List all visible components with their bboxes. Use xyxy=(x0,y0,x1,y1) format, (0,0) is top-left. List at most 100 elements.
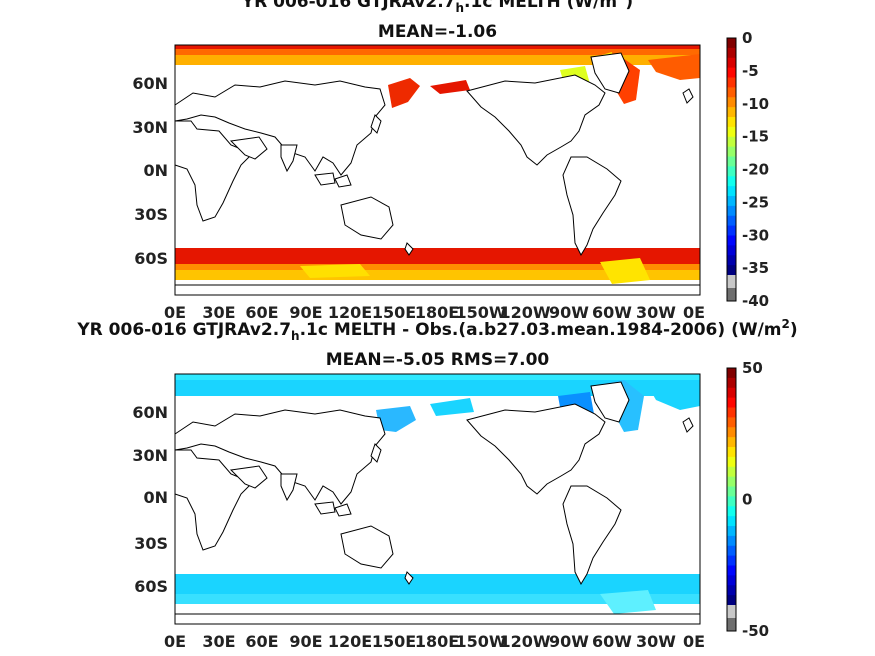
bottom-xtick-11: 30W xyxy=(636,632,676,651)
top-ytick-30n: 30N xyxy=(132,118,168,137)
top-colorbar-segment xyxy=(727,235,736,246)
top-xtick-10: 60W xyxy=(592,303,632,322)
top-title-superscript: 2 xyxy=(617,0,625,3)
top-colorbar-segment xyxy=(727,205,736,217)
top-xtick-0: 0E xyxy=(164,303,186,322)
bottom-chart-subtitle: MEAN=-5.05 RMS=7.00 xyxy=(325,350,550,370)
bottom-colorbar-segment xyxy=(727,545,736,557)
bottom-map-frame xyxy=(174,373,701,625)
top-colorbar-tick: -40 xyxy=(742,292,769,310)
top-xtick-5: 150E xyxy=(372,303,416,322)
bottom-xtick-0: 0E xyxy=(164,632,186,651)
top-colorbar-tick: -35 xyxy=(742,259,769,277)
bottom-colorbar-segment xyxy=(727,496,736,507)
top-xtick-4: 120E xyxy=(328,303,372,322)
top-title-text: YR 006-016 GTJRAv2.7 xyxy=(241,0,456,12)
top-xtick-2: 60E xyxy=(245,303,278,322)
top-xtick-11: 30W xyxy=(636,303,676,322)
top-colorbar-segment xyxy=(727,146,736,157)
top-colorbar-segment xyxy=(727,117,736,128)
top-colorbar-segment xyxy=(727,57,736,69)
bottom-xtick-10: 60W xyxy=(592,632,632,651)
top-colorbar-tick: -25 xyxy=(742,193,769,211)
bottom-chart-title: YR 006-016 GTJRAv2.7h.1c MELTH - Obs.(a.… xyxy=(0,317,875,343)
top-colorbar-tick: -20 xyxy=(742,161,769,179)
top-colorbar-frame xyxy=(726,37,737,302)
top-xtick-12: 0E xyxy=(683,303,705,322)
bottom-xtick-5: 150E xyxy=(372,632,416,651)
top-ytick-60s: 60S xyxy=(134,249,168,268)
top-southern-ice-band xyxy=(175,248,700,266)
bottom-xtick-6: 180E xyxy=(415,632,459,651)
bottom-colorbar-segment xyxy=(727,506,736,517)
bottom-xtick-1: 30E xyxy=(202,632,235,651)
bottom-colorbar-segments xyxy=(727,368,736,631)
bottom-title-subscript: h xyxy=(291,329,300,343)
top-colorbar-segment xyxy=(727,47,736,59)
bottom-colorbar-extension-dark xyxy=(727,618,736,631)
top-ytick-0n: 0N xyxy=(143,161,168,180)
top-colorbar-segment xyxy=(727,38,736,49)
top-ytick-60n: 60N xyxy=(132,74,168,93)
bottom-colorbar-segment xyxy=(727,417,736,428)
top-xticks: 0E 30E 60E 90E 120E 150E 180E 150W 120W … xyxy=(164,303,705,322)
top-colorbar-segment xyxy=(727,67,736,78)
bottom-xtick-4: 120E xyxy=(328,632,372,651)
bottom-ytick-0n: 0N xyxy=(143,488,168,507)
top-colorbar-segment xyxy=(727,136,736,148)
bottom-colorbar-segment xyxy=(727,555,736,566)
bottom-colorbar-segment xyxy=(727,535,736,547)
bottom-colorbar-segment xyxy=(727,476,736,487)
bottom-xticks: 0E 30E 60E 90E 120E 150E 180E 150W 120W … xyxy=(164,632,705,651)
bottom-map-panel: 60N 30N 0N 30S 60S 0E 30E 60E 90E 120E 1… xyxy=(132,359,769,651)
top-colorbar: 0 -5 -10 -15 -20 -25 -30 -35 -40 xyxy=(726,29,769,310)
top-chart-subtitle: MEAN=-1.06 xyxy=(377,22,498,42)
bottom-colorbar-segment xyxy=(727,377,736,389)
bottom-xtick-2: 60E xyxy=(245,632,278,651)
bottom-colorbar-segment xyxy=(727,427,736,438)
top-title-text-2: .1c MELTH (W/m xyxy=(464,0,618,12)
bottom-xtick-3: 90E xyxy=(289,632,322,651)
top-colorbar-segment xyxy=(727,156,736,167)
top-colorbar-segment xyxy=(727,215,736,227)
top-colorbar-segment xyxy=(727,126,736,138)
top-colorbar-segment xyxy=(727,225,736,236)
top-colorbar-segment xyxy=(727,245,736,256)
top-xtick-8: 120W xyxy=(499,303,550,322)
bottom-colorbar-tick: -50 xyxy=(742,622,769,640)
bottom-colorbar-tick: 50 xyxy=(742,359,763,377)
top-map-panel: 60N 30N 0N 30S 60S 0E 30E 60E 90E 120E 1… xyxy=(132,29,769,322)
bottom-colorbar-segment xyxy=(727,387,736,399)
bottom-colorbar: 50 0 -50 xyxy=(726,359,769,640)
bottom-ytick-60s: 60S xyxy=(134,577,168,596)
top-colorbar-tick: -10 xyxy=(742,95,769,113)
top-colorbar-segment xyxy=(727,77,736,88)
bottom-colorbar-segment xyxy=(727,516,736,527)
top-colorbar-segment xyxy=(727,166,736,177)
bottom-colorbar-segment xyxy=(727,486,736,497)
bottom-xtick-8: 120W xyxy=(499,632,550,651)
top-colorbar-segment xyxy=(727,196,736,207)
top-colorbar-segment xyxy=(727,87,736,98)
bottom-xtick-9: 90W xyxy=(549,632,589,651)
top-colorbar-segment xyxy=(727,97,736,108)
bottom-okhotsk-patch xyxy=(376,406,416,432)
top-xtick-9: 90W xyxy=(549,303,589,322)
top-xtick-7: 150W xyxy=(455,303,506,322)
top-xtick-1: 30E xyxy=(202,303,235,322)
top-okhotsk-patch xyxy=(388,78,420,108)
top-colorbar-tick: -15 xyxy=(742,128,769,146)
top-colorbar-segment xyxy=(727,107,736,118)
top-colorbar-segment xyxy=(727,176,736,187)
top-colorbar-tick: -5 xyxy=(742,62,759,80)
top-colorbar-extension-light xyxy=(727,275,736,288)
bottom-colorbar-frame xyxy=(726,367,737,632)
top-xtick-6: 180E xyxy=(415,303,459,322)
bottom-title-text-2: .1c MELTH - Obs.(a.b27.03.mean.1984-2006… xyxy=(299,320,782,340)
bottom-colorbar-segment xyxy=(727,466,736,478)
bottom-title-superscript: 2 xyxy=(781,317,790,331)
top-chart-title: YR 006-016 GTJRAv2.7h.1c MELTH (W/m2) xyxy=(0,0,875,15)
bottom-colorbar-extension-light xyxy=(727,605,736,618)
bottom-colorbar-segment xyxy=(727,585,736,596)
